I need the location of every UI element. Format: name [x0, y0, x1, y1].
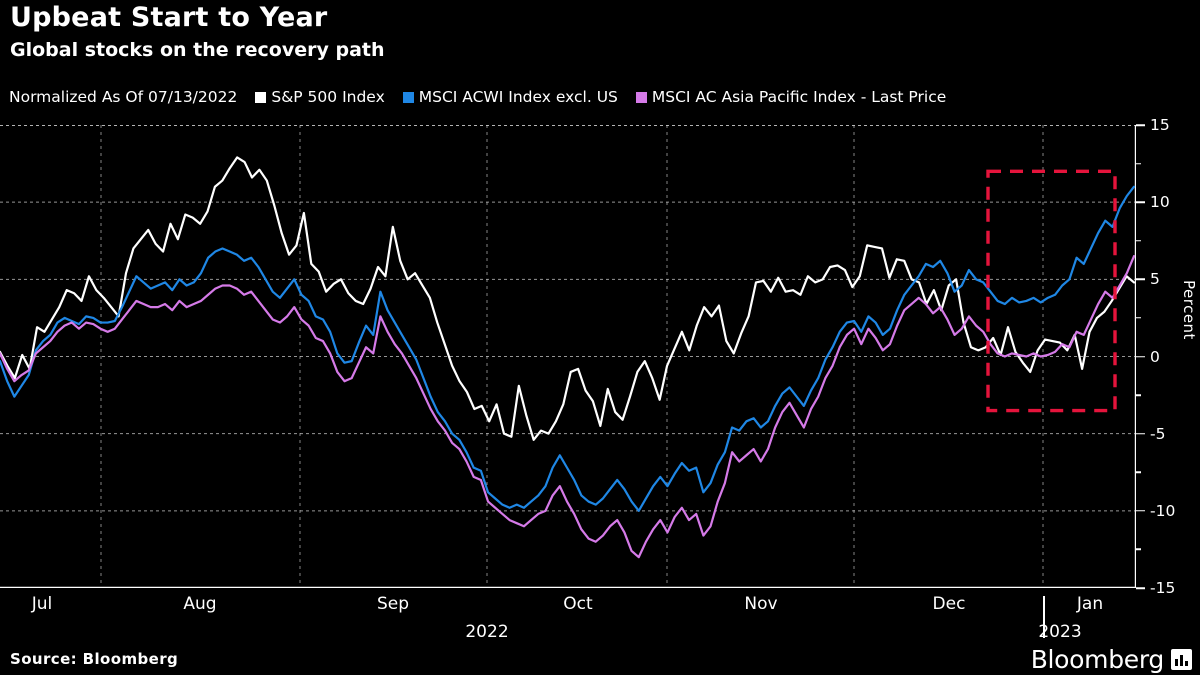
chart-plot-area	[0, 125, 1136, 588]
x-tick-label: Jan	[1076, 594, 1104, 614]
legend-item-asiapac[interactable]: MSCI AC Asia Pacific Index - Last Price	[635, 88, 947, 106]
y-tick-mark	[1136, 355, 1145, 358]
legend-swatch-acwi	[402, 91, 414, 103]
x-tick-label: Dec	[932, 594, 966, 614]
y-tick-label: 0	[1150, 347, 1160, 366]
y-tick-label: -5	[1150, 424, 1166, 443]
y-tick-mark	[1136, 510, 1145, 512]
source-note: Source: Bloomberg	[10, 650, 179, 668]
legend-label-sp500: S&P 500 Index	[271, 88, 385, 106]
y-axis-label: Percent	[1180, 280, 1198, 340]
y-tick-mark	[1136, 432, 1145, 435]
year-divider	[1043, 596, 1045, 638]
y-tick-mark	[1136, 124, 1145, 126]
y-tick-mark	[1136, 587, 1145, 589]
y-tick-label: 5	[1150, 270, 1160, 289]
x-tick-label: Nov	[744, 594, 778, 614]
legend-item-acwi[interactable]: MSCI ACWI Index excl. US	[402, 88, 618, 106]
bloomberg-logo-icon	[1171, 649, 1192, 670]
x-tick-label: Jul	[31, 594, 53, 614]
y-tick-label: 10	[1150, 193, 1170, 212]
y-tick-label: -15	[1150, 579, 1176, 597]
x-axis-year-label: 2023	[1038, 622, 1082, 642]
y-tick-mark	[1136, 162, 1141, 165]
chart-legend: Normalized As Of 07/13/2022 S&P 500 Inde…	[9, 88, 964, 106]
page-title: Upbeat Start to Year	[10, 2, 328, 33]
x-tick-label: Sep	[376, 594, 410, 614]
y-tick-mark	[1136, 394, 1141, 396]
brand-text: Bloomberg	[1030, 645, 1165, 674]
y-tick-mark	[1136, 471, 1141, 473]
x-tick-label: Aug	[183, 594, 217, 614]
highlight-box	[986, 169, 1117, 413]
x-axis-year-label: 2022	[465, 622, 509, 642]
normalized-label: Normalized As Of 07/13/2022	[9, 88, 238, 106]
y-tick-mark	[1136, 548, 1141, 551]
legend-label-acwi: MSCI ACWI Index excl. US	[418, 88, 618, 106]
y-tick-label: 15	[1150, 116, 1170, 134]
bloomberg-brand: Bloomberg	[1031, 645, 1192, 674]
x-tick-label: Oct	[563, 594, 593, 614]
y-tick-label: -10	[1150, 501, 1176, 520]
y-tick-mark	[1136, 240, 1141, 242]
line-chart-svg	[0, 125, 1136, 588]
legend-swatch-sp500	[255, 91, 267, 103]
legend-label-asiapac: MSCI AC Asia Pacific Index - Last Price	[651, 88, 947, 106]
legend-item-sp500[interactable]: S&P 500 Index	[255, 88, 385, 106]
page-subtitle: Global stocks on the recovery path	[10, 39, 385, 61]
legend-swatch-asiapac	[635, 91, 647, 103]
y-tick-mark	[1136, 317, 1141, 319]
y-tick-mark	[1136, 278, 1145, 281]
y-tick-mark	[1136, 201, 1145, 203]
